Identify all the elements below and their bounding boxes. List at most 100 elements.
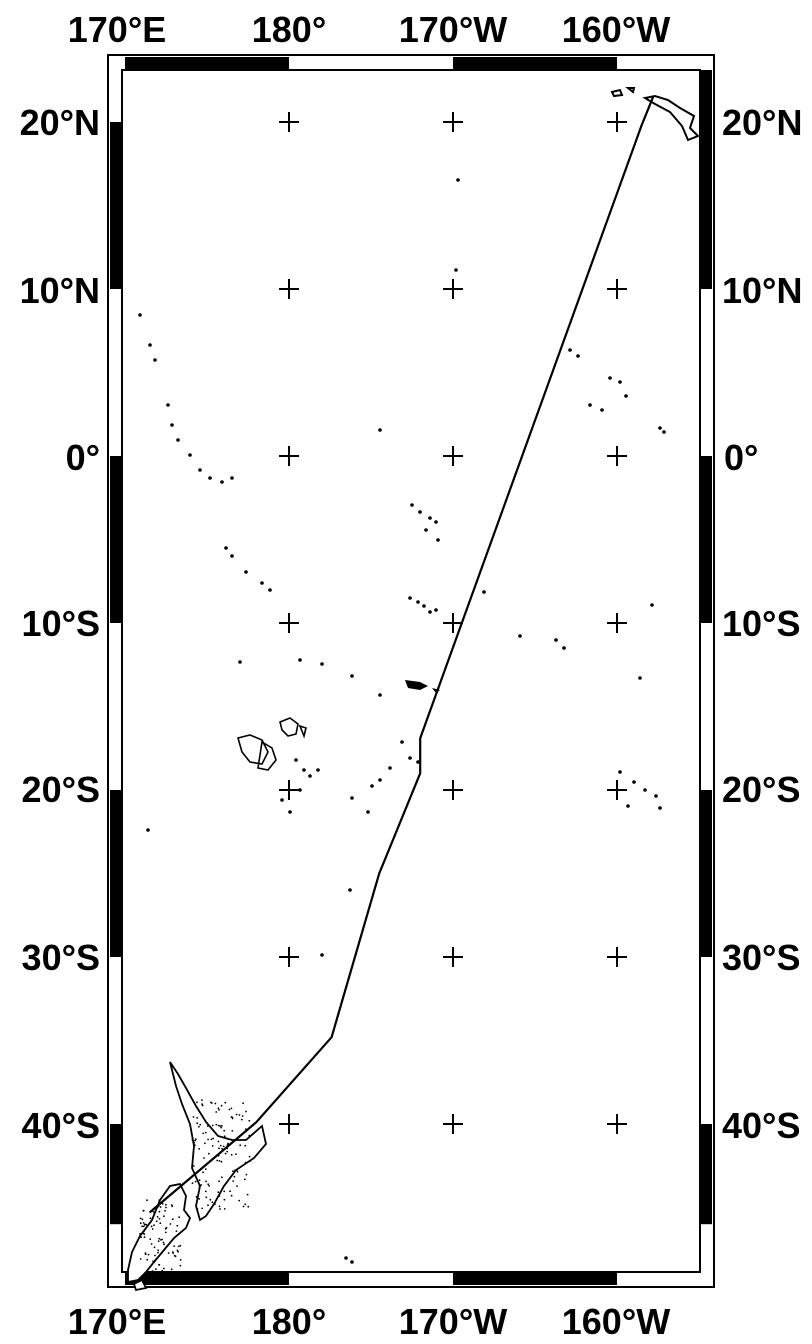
stipple-dot	[207, 1152, 210, 1155]
island-dot	[302, 768, 306, 772]
island-dot	[658, 806, 662, 810]
island-dot	[298, 658, 302, 662]
graticule	[279, 112, 627, 1134]
island-dot	[454, 268, 458, 272]
stipple-dot	[221, 1147, 224, 1150]
stipple-dot	[159, 1206, 162, 1208]
lat-label-left-20n: 20°N	[20, 102, 100, 143]
stipple-dot	[195, 1201, 198, 1203]
stipple-dot	[174, 1273, 177, 1276]
stipple-dot	[231, 1117, 234, 1120]
stipple-dot	[222, 1145, 225, 1148]
stipple-dot	[159, 1222, 162, 1225]
stipple-dot	[223, 1208, 226, 1210]
lat-label-left-10s: 10°S	[22, 603, 100, 644]
stipple-dot	[234, 1169, 236, 1172]
stipple-dot	[171, 1218, 174, 1221]
stipple-dot	[191, 1182, 194, 1185]
island-dot	[482, 590, 486, 594]
island-dot	[244, 570, 248, 574]
stipple-dot	[178, 1216, 181, 1219]
island-dot	[588, 403, 592, 407]
stipple-dot	[221, 1125, 223, 1127]
stipple-dot	[156, 1216, 159, 1218]
latitude-labels-right: 20°N 10°N 0° 10°S 20°S 30°S 40°S	[722, 102, 802, 1146]
stipple-dot	[146, 1199, 148, 1202]
stipple-dot	[235, 1153, 237, 1155]
latitude-labels-left: 20°N 10°N 0° 10°S 20°S 30°S 40°S	[20, 102, 100, 1146]
stipple-dot	[165, 1226, 168, 1229]
graticule-cross	[443, 446, 463, 466]
island-dot	[378, 778, 382, 782]
stipple-dot	[224, 1101, 227, 1104]
stipple-dot	[194, 1180, 197, 1183]
stipple-dot	[141, 1225, 144, 1228]
stipple-dot	[223, 1129, 226, 1132]
lon-label-top-170w: 170°W	[399, 9, 507, 50]
stipple-dot	[207, 1183, 210, 1186]
stipple-dot	[173, 1245, 176, 1247]
island-dot	[260, 581, 264, 585]
stipple-dot	[198, 1125, 200, 1128]
stipple-dot	[216, 1159, 219, 1162]
island-dot	[418, 510, 422, 514]
island-dot	[518, 634, 522, 638]
stipple-dot	[205, 1180, 207, 1183]
stipple-dot	[204, 1190, 207, 1193]
stipple-dot	[207, 1138, 210, 1141]
graticule-cross	[607, 446, 627, 466]
island-dot	[208, 476, 212, 480]
stipple-dot	[152, 1211, 155, 1213]
stipple-dot	[204, 1168, 207, 1170]
stipple-dot	[151, 1228, 154, 1230]
island-dot	[638, 676, 642, 680]
island-dot	[410, 503, 414, 507]
stipple-dot	[210, 1102, 213, 1104]
island-dot	[568, 348, 572, 352]
stipple-dot	[211, 1145, 214, 1147]
stipple-dot	[217, 1107, 220, 1110]
stipple-dot	[236, 1185, 238, 1187]
lat-label-right-0: 0°	[724, 437, 758, 478]
graticule-cross	[443, 112, 463, 132]
stipple-dot	[219, 1144, 222, 1147]
island-dot	[643, 788, 647, 792]
stipple-dot	[220, 1104, 223, 1107]
stipple-dot	[150, 1243, 153, 1245]
stipple-dot	[176, 1249, 179, 1252]
island-dot	[662, 430, 666, 434]
stipple-dot	[210, 1138, 213, 1141]
stipple-dot	[143, 1230, 146, 1232]
stipple-dot	[244, 1178, 246, 1181]
stipple-dot	[162, 1241, 165, 1244]
stipple-dot	[198, 1198, 201, 1200]
graticule-cross	[443, 1114, 463, 1134]
frame-bar-bottom	[125, 1273, 289, 1285]
stipple-dot	[196, 1117, 199, 1119]
hawaii-islands	[610, 87, 700, 142]
stipple-dot	[218, 1205, 221, 1208]
island-dot	[408, 756, 412, 760]
stipple-dot	[201, 1103, 204, 1105]
stipple-dot	[194, 1139, 197, 1142]
stipple-dot	[157, 1240, 160, 1243]
stipple-dot	[143, 1223, 146, 1226]
stipple-dot	[227, 1142, 229, 1145]
stipple-dot	[212, 1137, 215, 1140]
stipple-dot	[163, 1267, 165, 1270]
stipple-dot	[217, 1124, 220, 1127]
stipple-dot	[202, 1132, 205, 1135]
stipple-dot	[177, 1245, 180, 1248]
stipple-dot	[209, 1198, 212, 1201]
lat-label-right-20n: 20°N	[722, 102, 802, 143]
stipple-dot	[163, 1215, 165, 1218]
stipple-dot	[176, 1224, 179, 1227]
stipple-dot	[171, 1251, 174, 1253]
stipple-dot	[152, 1260, 155, 1263]
stipple-dot	[230, 1154, 233, 1156]
island-dot	[658, 426, 662, 430]
stipple-dot	[158, 1237, 161, 1240]
stipple-dot	[201, 1207, 204, 1210]
lat-label-right-40s: 40°S	[722, 1105, 800, 1146]
graticule-cross	[279, 1114, 299, 1134]
